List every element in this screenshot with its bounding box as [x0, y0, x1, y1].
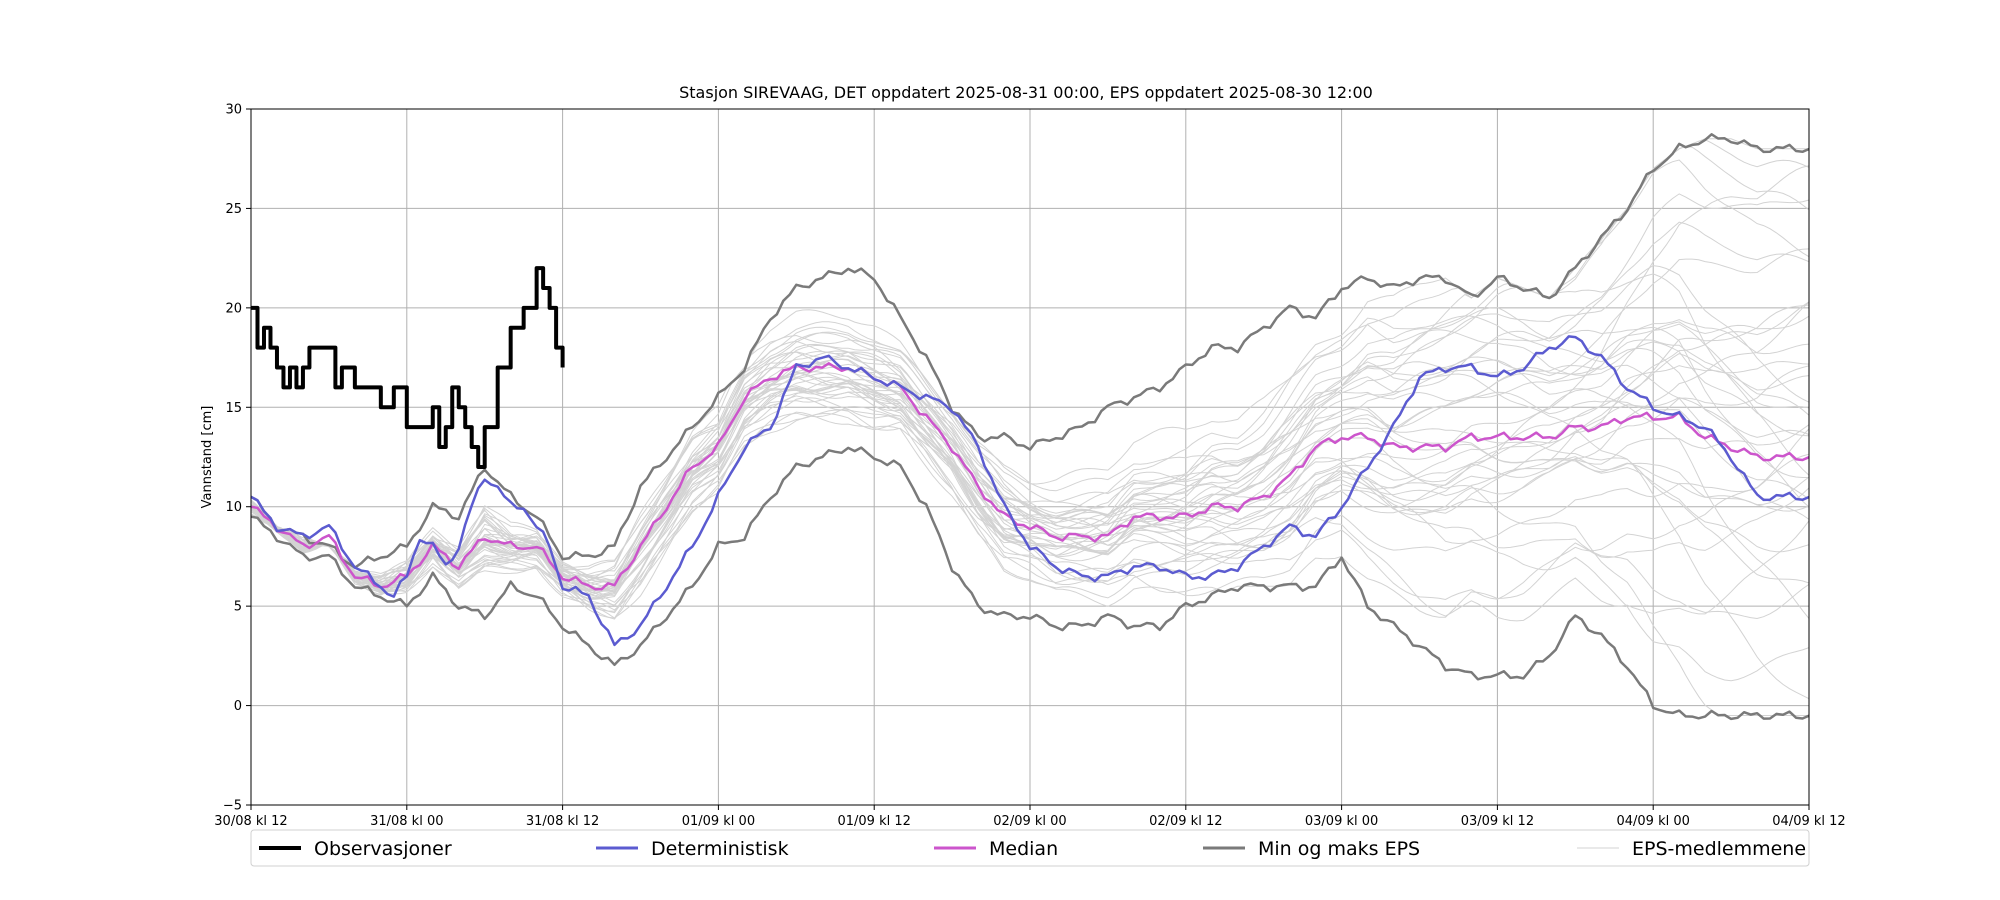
- x-tick-label: 30/08 kl 12: [214, 814, 287, 829]
- eps-members-group: [250, 138, 1810, 716]
- eps-member-line: [250, 351, 1810, 620]
- legend-box: [250, 829, 1810, 867]
- series-lines-group: [250, 133, 1810, 721]
- y-tick-label: 5: [234, 600, 242, 615]
- y-tick-label: 20: [225, 301, 242, 316]
- y-tick-label: 10: [225, 500, 242, 515]
- legend: Observasjoner Deterministisk Median Min og …: [250, 829, 1810, 867]
- x-tick-label: 04/09 kl 12: [1772, 814, 1845, 829]
- eps-member-line: [250, 315, 1810, 620]
- observations-line: [251, 266, 565, 469]
- x-tick-label: 02/09 kl 12: [1149, 814, 1222, 829]
- x-axis-ticks: 30/08 kl 12 31/08 kl 00 31/08 kl 12 01/09 k…: [214, 805, 1846, 829]
- legend-label: EPS-medlemmene: [1632, 838, 1806, 860]
- eps-member-line: [250, 319, 1810, 592]
- y-tick-label: −5: [223, 799, 242, 814]
- eps-member-line: [250, 359, 1810, 619]
- x-tick-label: 31/08 kl 00: [370, 814, 443, 829]
- eps-member-line: [250, 165, 1810, 592]
- y-tick-label: 25: [225, 202, 242, 217]
- legend-label: Observasjoner: [314, 838, 452, 860]
- legend-label: Deterministisk: [651, 838, 789, 860]
- eps-member-line: [250, 353, 1810, 587]
- x-tick-label: 04/09 kl 00: [1616, 814, 1689, 829]
- eps-max-line: [250, 133, 1810, 569]
- eps-member-line: [250, 395, 1810, 607]
- eps-min-line: [250, 446, 1810, 721]
- y-tick-label: 0: [234, 699, 242, 714]
- x-tick-label: 01/09 kl 00: [682, 814, 755, 829]
- chart-title: Stasjon SIREVAAG, DET oppdatert 2025-08-…: [679, 83, 1373, 102]
- x-tick-label: 03/09 kl 12: [1461, 814, 1534, 829]
- y-axis-label: Vannstand [cm]: [200, 406, 215, 509]
- eps-member-line: [250, 397, 1810, 606]
- x-tick-label: 02/09 kl 00: [993, 814, 1066, 829]
- median-line: [250, 362, 1810, 591]
- x-tick-label: 03/09 kl 00: [1305, 814, 1378, 829]
- eps-member-line: [250, 355, 1810, 622]
- eps-member-line: [250, 323, 1810, 589]
- x-tick-label: 31/08 kl 12: [526, 814, 599, 829]
- eps-member-line: [250, 379, 1810, 682]
- legend-label: Median: [989, 838, 1058, 860]
- eps-member-line: [250, 379, 1809, 716]
- legend-label: Min og maks EPS: [1258, 838, 1420, 860]
- eps-member-line: [250, 321, 1810, 580]
- deterministic-line: [250, 335, 1810, 647]
- y-axis-ticks: 30 25 20 15 10 5 0 −5: [223, 103, 251, 814]
- y-tick-label: 30: [225, 103, 242, 118]
- y-tick-label: 15: [225, 401, 242, 416]
- eps-member-line: [250, 365, 1810, 600]
- x-tick-label: 01/09 kl 12: [837, 814, 910, 829]
- eps-member-line: [250, 301, 1810, 590]
